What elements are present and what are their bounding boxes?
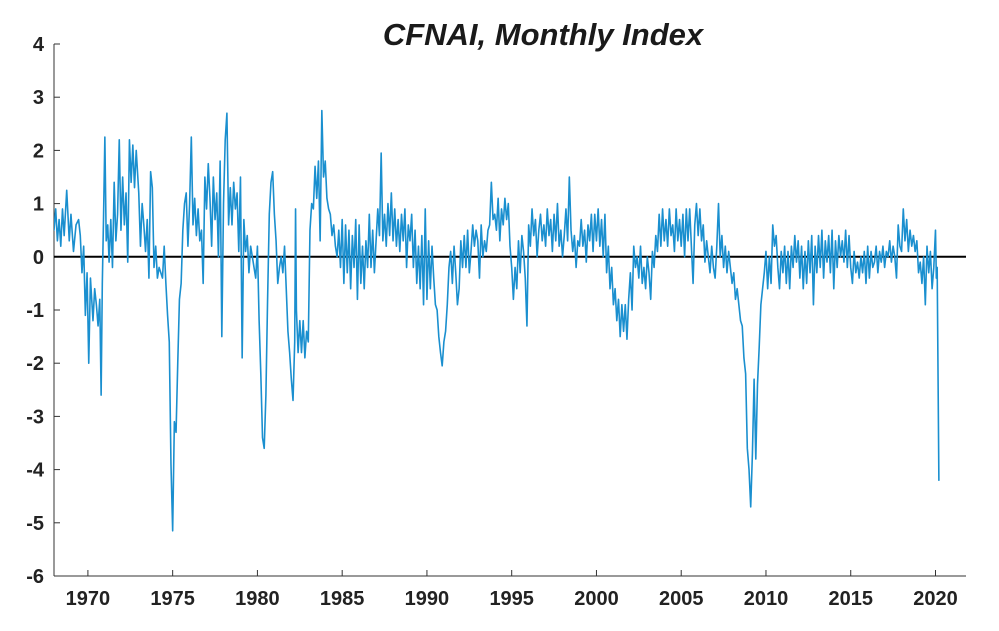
- y-tick-label: -1: [26, 300, 44, 322]
- x-axis: 1970 1975 1980 1985 1990 1995 2000 2005 2010 2015…: [54, 570, 966, 610]
- y-tick-label: 2: [33, 140, 44, 162]
- x-tick-label: 2005: [659, 588, 704, 610]
- chart-title: CFNAI, Monthly Index: [383, 17, 705, 52]
- y-tick-label: 0: [33, 247, 44, 269]
- x-tick-label: 1985: [320, 588, 365, 610]
- y-tick-label: 3: [33, 87, 44, 109]
- y-tick-label: -5: [26, 513, 44, 535]
- x-tick-label: 1975: [150, 588, 195, 610]
- x-tick-label: 2000: [574, 588, 619, 610]
- y-tick-label: 4: [33, 34, 45, 56]
- x-tick-label: 1970: [66, 588, 111, 610]
- x-tick-label: 1980: [235, 588, 280, 610]
- y-tick-label: -2: [26, 353, 44, 375]
- y-tick-label: -3: [26, 406, 44, 428]
- y-tick-label: -6: [26, 566, 44, 588]
- y-tick-label: 1: [33, 194, 44, 216]
- x-tick-label: 1990: [405, 588, 450, 610]
- x-tick-label: 2015: [828, 588, 873, 610]
- x-tick-label: 2010: [744, 588, 789, 610]
- cfnai-series-line: [54, 109, 940, 532]
- x-tick-label: 1995: [489, 588, 534, 610]
- x-tick-label: 2020: [913, 588, 958, 610]
- y-tick-label: -4: [26, 460, 45, 482]
